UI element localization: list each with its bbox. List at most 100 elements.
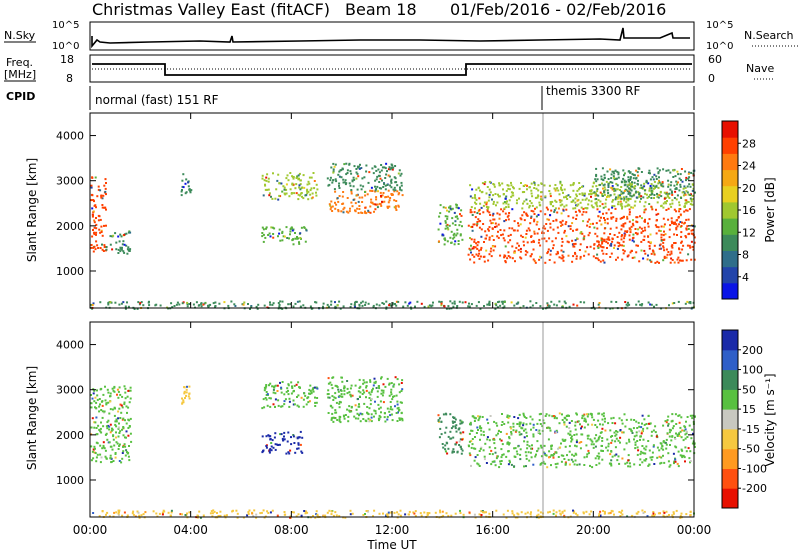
power-data-cell [502, 210, 505, 213]
power-data-cell [390, 181, 393, 184]
power-data-cell [620, 235, 623, 238]
power-data-cell [680, 231, 683, 234]
power-data-cell [589, 189, 591, 192]
power-data-cell [643, 249, 646, 252]
power-data-cell [656, 192, 658, 195]
velocity-data-cell [353, 415, 356, 418]
power-data-cell [349, 207, 351, 210]
power-data-cell [501, 300, 504, 303]
velocity-data-cell [523, 429, 525, 432]
power-data-cell [331, 205, 334, 208]
power-data-cell [471, 253, 474, 256]
velocity-data-cell [349, 509, 352, 512]
velocity-data-cell [485, 462, 488, 464]
velocity-data-cell [540, 412, 542, 415]
velocity-data-cell [682, 439, 685, 442]
power-data-cell [333, 188, 336, 191]
power-data-cell [550, 300, 553, 303]
power-data-cell [483, 260, 486, 263]
velocity-data-cell [364, 513, 366, 515]
velocity-data-cell [455, 441, 458, 444]
power-data-cell [533, 183, 536, 186]
velocity-data-cell [656, 446, 659, 449]
power-data-cell [640, 304, 643, 307]
power-data-cell [679, 213, 682, 216]
velocity-data-cell [690, 437, 693, 440]
velocity-data-cell [686, 416, 689, 418]
power-data-cell [278, 182, 281, 185]
power-data-cell [621, 207, 623, 210]
power-data-cell [596, 208, 599, 211]
velocity-data-cell [625, 442, 628, 445]
velocity-data-cell [688, 424, 691, 427]
power-data-cell [343, 181, 346, 184]
power-data-cell [638, 195, 641, 198]
power-data-cell [561, 184, 563, 187]
power-ytick-label: 1000 [56, 265, 84, 278]
power-data-cell [603, 238, 606, 241]
power-data-cell [105, 193, 107, 196]
power-data-cell [498, 300, 501, 303]
power-data-cell [660, 233, 663, 236]
power-data-cell [569, 184, 572, 187]
velocity-data-cell [288, 405, 291, 408]
power-data-cell [393, 199, 396, 202]
power-data-cell [90, 244, 93, 246]
velocity-data-cell [374, 380, 377, 383]
velocity-data-cell [97, 424, 100, 427]
velocity-data-cell [198, 510, 201, 513]
power-data-cell [522, 202, 524, 205]
power-data-cell [291, 229, 294, 232]
velocity-data-cell [508, 436, 511, 439]
velocity-data-cell [487, 422, 490, 425]
velocity-data-cell [684, 437, 687, 440]
velocity-data-cell [439, 511, 442, 514]
velocity-data-cell [543, 452, 546, 455]
power-data-cell [360, 188, 363, 191]
velocity-data-cell [128, 445, 130, 447]
power-data-cell [650, 260, 653, 263]
velocity-data-cell [573, 434, 576, 436]
velocity-data-cell [255, 513, 258, 516]
velocity-data-cell [93, 400, 96, 403]
velocity-data-cell [170, 509, 173, 512]
power-data-cell [313, 180, 316, 182]
power-data-cell [525, 229, 528, 232]
power-data-cell [688, 183, 691, 186]
velocity-data-cell [476, 426, 479, 429]
power-data-cell [560, 257, 563, 260]
velocity-data-cell [451, 420, 454, 423]
power-data-cell [129, 231, 132, 234]
power-data-cell [571, 239, 574, 242]
velocity-data-cell [122, 450, 125, 453]
power-data-cell [628, 303, 631, 306]
velocity-data-cell [107, 419, 110, 422]
velocity-data-cell [614, 434, 617, 437]
power-data-cell [283, 186, 286, 189]
power-data-cell [635, 244, 638, 247]
velocity-data-cell [287, 431, 290, 434]
power-data-cell [615, 217, 618, 220]
velocity-data-cell [643, 459, 646, 462]
power-data-cell [454, 215, 457, 218]
velocity-data-cell [333, 396, 336, 399]
power-data-cell [480, 248, 482, 251]
velocity-data-cell [572, 509, 574, 512]
power-data-cell [126, 301, 128, 304]
power-data-cell [159, 304, 162, 307]
power-data-cell [214, 305, 217, 307]
velocity-data-cell [330, 510, 333, 513]
power-data-cell [277, 198, 280, 201]
velocity-data-cell [270, 449, 273, 452]
velocity-data-cell [389, 401, 392, 403]
power-data-cell [595, 201, 598, 204]
cpid-segment-normal: normal (fast) 151 RF [95, 93, 219, 107]
power-data-cell [299, 237, 302, 239]
power-data-cell [630, 225, 633, 228]
power-data-cell [611, 205, 614, 208]
velocity-data-cell [452, 425, 455, 428]
velocity-data-cell [636, 512, 639, 515]
velocity-data-cell [331, 395, 334, 398]
velocity-data-cell [378, 512, 381, 515]
